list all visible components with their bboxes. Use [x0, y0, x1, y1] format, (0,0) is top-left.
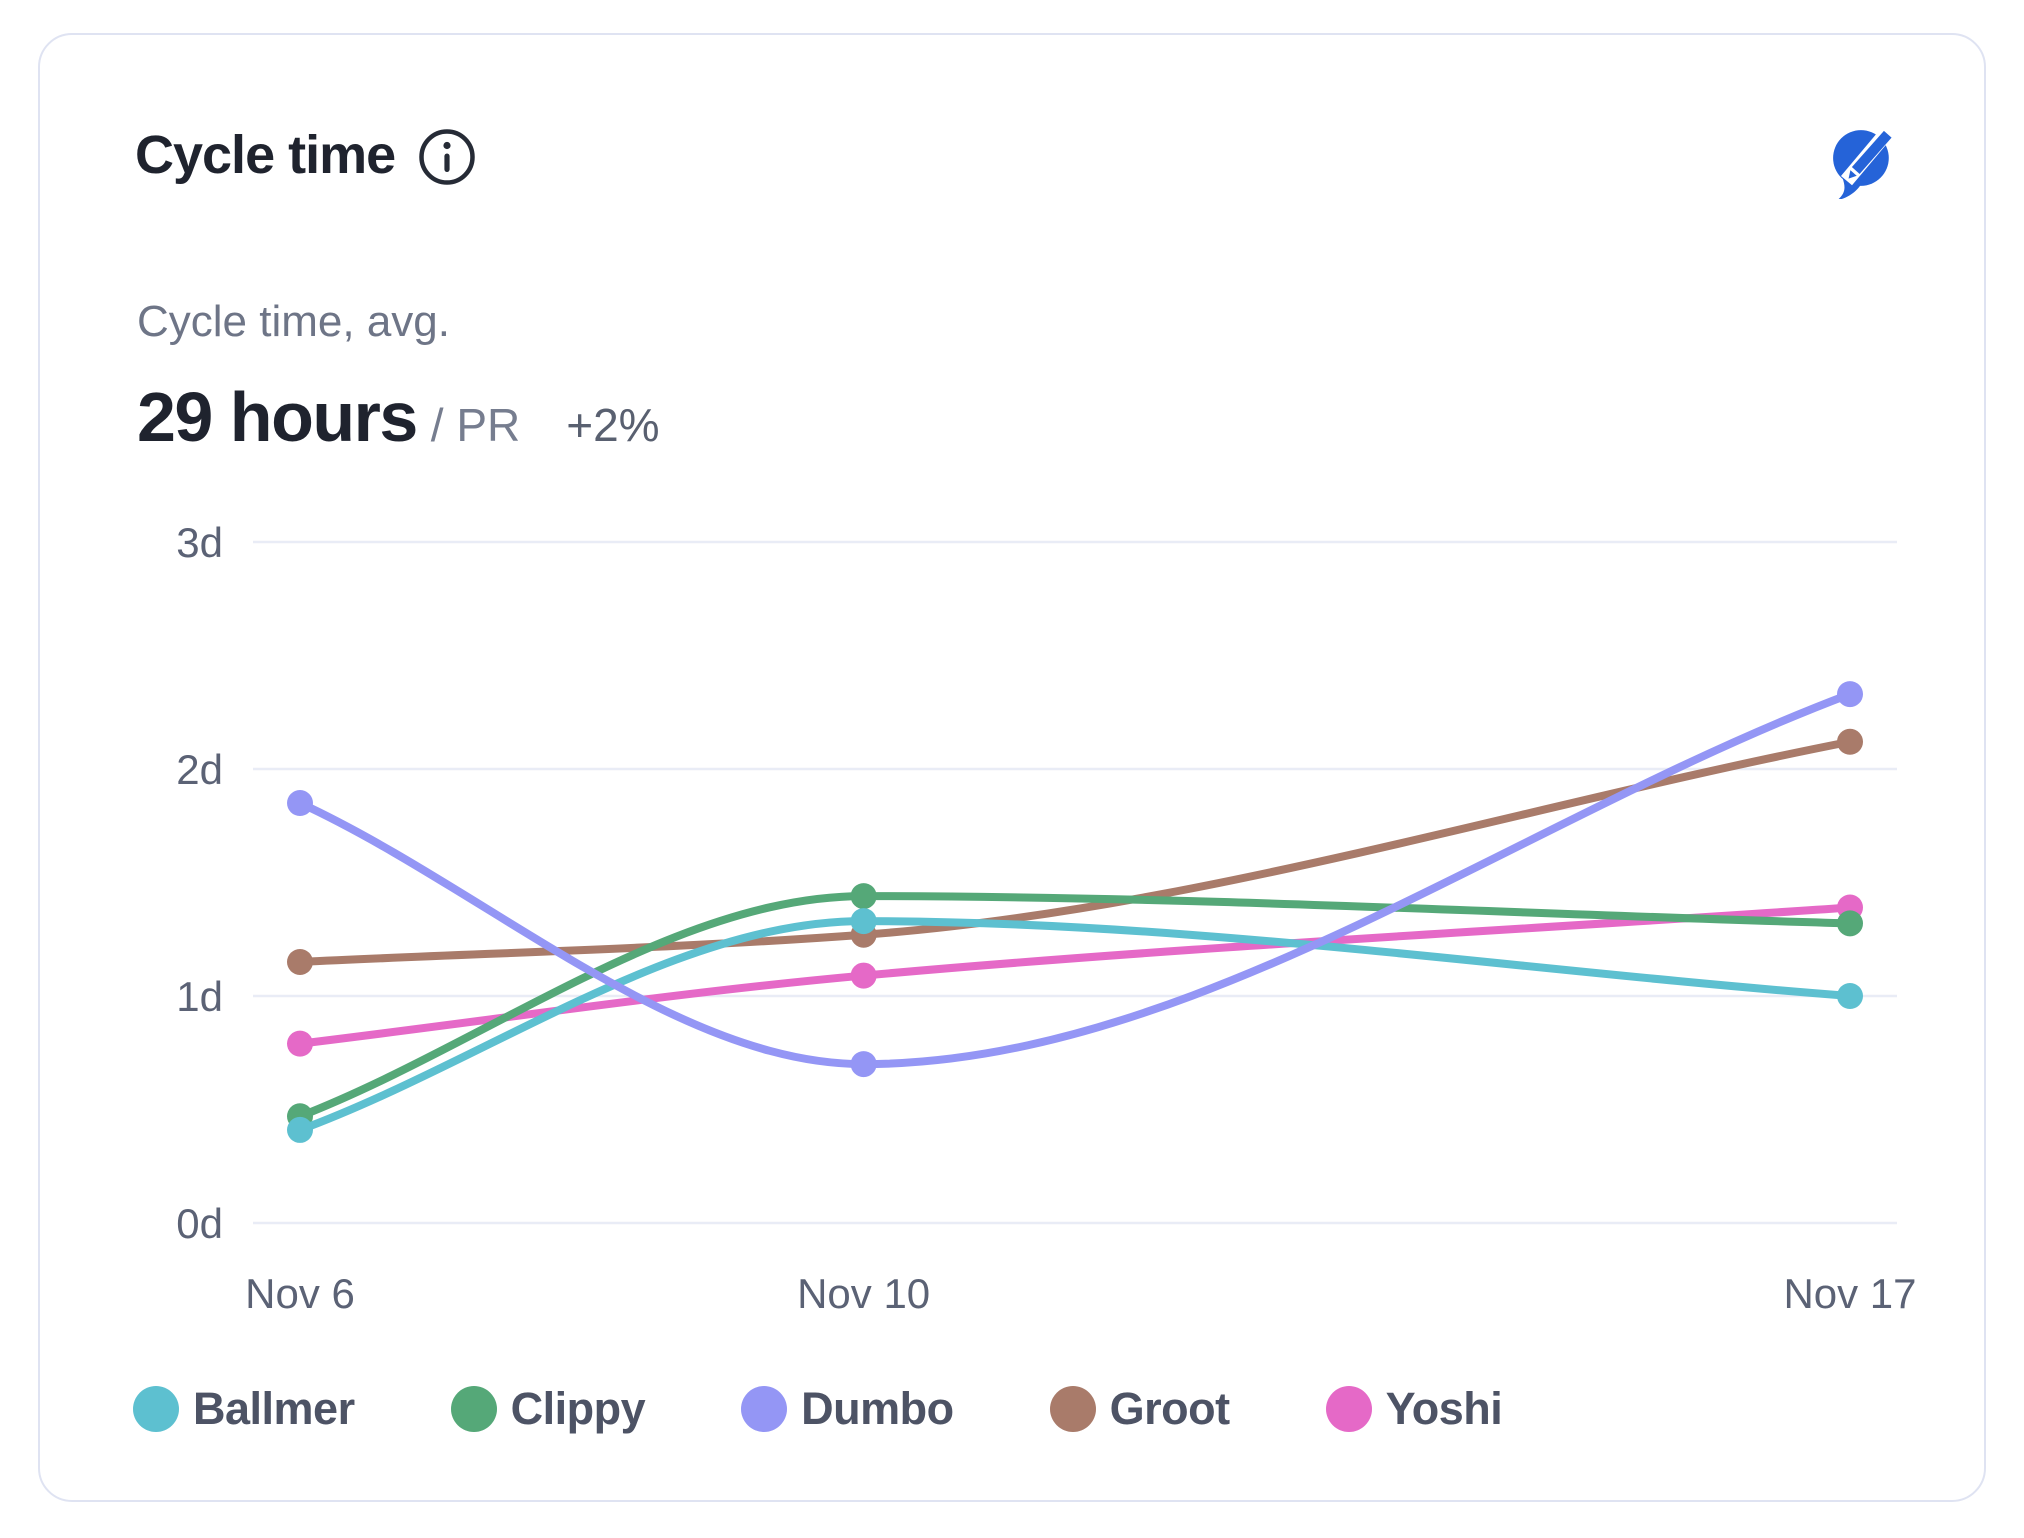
legend-item-dumbo[interactable]: Dumbo: [741, 1383, 954, 1435]
series-groot: [287, 728, 1863, 975]
metric-delta-badge: +2%: [566, 399, 660, 451]
data-point: [1837, 910, 1863, 937]
series-clippy: [287, 883, 1863, 1130]
legend-label: Clippy: [510, 1383, 646, 1434]
chart-legend: Ballmer Clippy Dumbo Groot Yoshi: [133, 1383, 1503, 1435]
data-point: [287, 1030, 313, 1057]
metric-unit: / PR: [430, 399, 521, 451]
legend-label: Ballmer: [193, 1383, 355, 1434]
svg-text:Nov 17: Nov 17: [1783, 1270, 1916, 1317]
svg-text:Nov 10: Nov 10: [797, 1270, 930, 1317]
legend-item-groot[interactable]: Groot: [1049, 1383, 1230, 1435]
legend-label: Yoshi: [1385, 1383, 1503, 1434]
legend-dot-icon: [741, 1386, 788, 1432]
series-ballmer: [287, 908, 1863, 1143]
svg-text:2d: 2d: [176, 746, 223, 793]
metric-label: Cycle time, avg.: [137, 297, 450, 346]
card-title: Cycle time: [135, 125, 396, 185]
data-point: [1837, 983, 1863, 1009]
data-point: [287, 1116, 313, 1143]
metric-row: 29 hours / PR +2%: [137, 377, 660, 457]
metric-value: 29 hours: [137, 378, 418, 456]
legend-label: Dumbo: [801, 1383, 954, 1434]
svg-text:3d: 3d: [176, 519, 223, 566]
data-point: [1837, 728, 1863, 755]
legend-dot-icon: [450, 1386, 497, 1432]
svg-text:1d: 1d: [176, 973, 223, 1020]
legend-item-ballmer[interactable]: Ballmer: [133, 1383, 355, 1435]
legend-dot-icon: [133, 1386, 179, 1432]
data-point: [1837, 681, 1863, 708]
info-icon[interactable]: [417, 127, 477, 187]
card-header: Cycle time: [135, 123, 477, 187]
data-point: [850, 962, 877, 989]
legend-item-yoshi[interactable]: Yoshi: [1325, 1383, 1503, 1435]
data-point: [850, 1051, 877, 1078]
data-point: [287, 790, 313, 817]
cycle-time-card: Cycle time Cycle time, avg. 29 hours / P…: [38, 33, 1986, 1502]
legend-dot-icon: [1325, 1386, 1372, 1432]
data-point: [287, 948, 313, 975]
series-dumbo: [287, 681, 1863, 1078]
data-point: [850, 908, 877, 935]
legend-item-clippy[interactable]: Clippy: [450, 1383, 646, 1435]
legend-label: Groot: [1109, 1383, 1230, 1434]
svg-text:0d: 0d: [176, 1200, 223, 1247]
app-logo-icon[interactable]: [1830, 119, 1896, 199]
legend-dot-icon: [1049, 1386, 1096, 1432]
data-point: [850, 883, 877, 910]
svg-text:Nov 6: Nov 6: [245, 1270, 355, 1317]
